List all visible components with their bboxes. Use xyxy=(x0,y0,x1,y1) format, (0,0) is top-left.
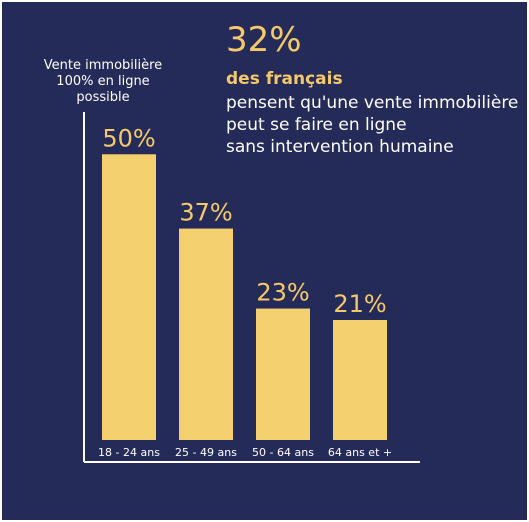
headline-description: pensent qu'une vente immobilière peut se… xyxy=(226,92,526,158)
tick-label-1: 18 - 24 ans xyxy=(98,446,160,459)
bars-group xyxy=(102,154,387,441)
headline-subject: des français xyxy=(226,69,343,89)
value-label-1: 50% xyxy=(102,124,155,152)
tick-label-2: 25 - 49 ans xyxy=(175,446,237,459)
y-axis-label-line-1: Vente immobilière xyxy=(43,58,163,73)
value-labels-group: 50% 37% 23% 21% xyxy=(102,124,386,318)
y-axis-label-line-2: 100% en ligne xyxy=(56,74,150,89)
headline-description-line-2: peut se faire en ligne xyxy=(226,115,407,135)
value-label-3: 23% xyxy=(256,279,309,307)
headline-description-line-3: sans intervention humaine xyxy=(226,137,454,157)
bar-4 xyxy=(333,320,387,440)
bar-1 xyxy=(102,154,156,441)
tick-label-3: 50 - 64 ans xyxy=(252,446,314,459)
value-label-4: 21% xyxy=(333,290,386,318)
headline-description-line-1: pensent qu'une vente immobilière xyxy=(226,93,519,113)
headline-stat: 32% xyxy=(226,20,302,60)
bar-2 xyxy=(179,228,233,440)
value-label-2: 37% xyxy=(179,199,232,227)
tick-label-4: 64 ans et + xyxy=(328,446,392,459)
y-axis-label-line-3: possible xyxy=(76,90,130,105)
y-axis-label: Vente immobilière 100% en ligne possible xyxy=(14,58,192,106)
bar-3 xyxy=(256,308,310,440)
tick-labels-group: 18 - 24 ans 25 - 49 ans 50 - 64 ans 64 ans … xyxy=(98,446,392,459)
